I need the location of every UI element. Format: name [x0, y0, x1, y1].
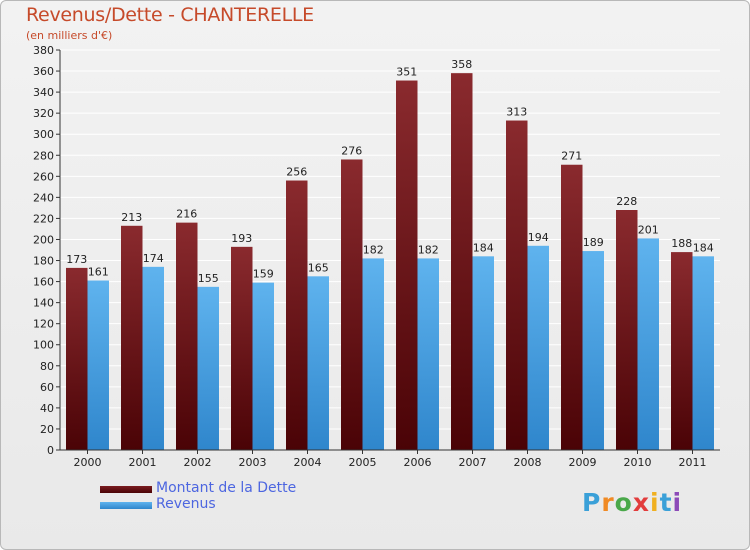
debt-bar [286, 180, 308, 451]
revenue-value-label: 201 [638, 223, 659, 236]
y-tick-label: 320 [33, 107, 54, 120]
revenue-value-label: 165 [308, 261, 329, 274]
revenue-bar [527, 245, 549, 450]
debt-bar [561, 164, 583, 450]
chart-title: Revenus/Dette - CHANTERELLE [26, 4, 314, 26]
revenue-bar [197, 286, 219, 450]
revenue-bar [252, 282, 274, 450]
logo-letter: i [650, 488, 660, 517]
y-tick-label: 80 [40, 360, 54, 373]
revenue-value-label: 161 [88, 266, 109, 279]
debt-value-label: 213 [121, 211, 142, 224]
debt-bar [176, 222, 198, 450]
revenue-bar [637, 238, 659, 450]
x-tick-label: 2006 [404, 456, 432, 469]
x-tick-label: 2008 [514, 456, 542, 469]
x-tick-label: 2000 [74, 456, 102, 469]
debt-value-label: 216 [176, 208, 197, 221]
revenue-value-label: 189 [583, 236, 604, 249]
y-tick-label: 120 [33, 318, 54, 331]
debt-bar [341, 159, 363, 450]
logo-letter: i [672, 488, 683, 517]
logo-letter: o [614, 488, 633, 517]
debt-value-label: 271 [561, 150, 582, 163]
y-tick-label: 60 [40, 381, 54, 394]
revenue-bar [307, 276, 329, 450]
legend-label-debt: Montant de la Dette [156, 480, 297, 496]
y-tick-label: 280 [33, 149, 54, 162]
x-tick-label: 2001 [129, 456, 157, 469]
logo-letter: t [659, 488, 673, 517]
legend-swatch-revenue [100, 502, 152, 509]
chart-subtitle: (en milliers d'€) [26, 29, 113, 42]
debt-bar [396, 80, 418, 451]
x-tick-label: 2010 [624, 456, 652, 469]
x-tick-label: 2007 [459, 456, 487, 469]
y-tick-label: 140 [33, 297, 54, 310]
y-tick-label: 40 [40, 402, 54, 415]
revenue-value-label: 182 [363, 243, 384, 256]
y-tick-label: 380 [33, 44, 54, 57]
revenue-value-label: 155 [198, 272, 219, 285]
y-tick-label: 360 [33, 65, 54, 78]
debt-bar [66, 267, 88, 450]
proxiti-logo: Proxiti [582, 488, 682, 517]
y-tick-label: 0 [47, 444, 54, 457]
revenue-bar [582, 251, 604, 450]
legend-swatch-debt [100, 486, 152, 493]
y-tick-label: 180 [33, 255, 54, 268]
y-tick-label: 100 [33, 339, 54, 352]
revenue-bar [142, 266, 164, 450]
revenue-bar [417, 258, 439, 450]
x-tick-label: 2002 [184, 456, 212, 469]
debt-value-label: 228 [616, 195, 637, 208]
revenue-value-label: 184 [473, 241, 494, 254]
debt-bar [506, 120, 528, 451]
revenue-bar [87, 280, 109, 450]
debt-bar [616, 210, 638, 450]
revenue-value-label: 182 [418, 243, 439, 256]
y-tick-label: 220 [33, 212, 54, 225]
x-tick-label: 2011 [679, 456, 707, 469]
logo-letter: r [601, 488, 615, 517]
y-tick-label: 300 [33, 128, 54, 141]
debt-value-label: 256 [286, 166, 307, 179]
debt-value-label: 351 [396, 66, 417, 79]
debt-value-label: 193 [231, 232, 252, 245]
debt-bar [121, 225, 143, 450]
legend-label-revenue: Revenus [156, 496, 216, 512]
revenue-bar [692, 256, 714, 450]
x-tick-label: 2009 [569, 456, 597, 469]
y-tick-label: 260 [33, 170, 54, 183]
x-tick-label: 2003 [239, 456, 267, 469]
revenue-bar [472, 256, 494, 450]
x-tick-label: 2004 [294, 456, 322, 469]
revenue-value-label: 174 [143, 252, 164, 265]
y-tick-label: 340 [33, 86, 54, 99]
debt-value-label: 276 [341, 144, 362, 157]
y-tick-label: 20 [40, 423, 54, 436]
debt-bar [671, 252, 693, 450]
revenue-value-label: 184 [693, 241, 714, 254]
debt-value-label: 313 [506, 106, 527, 119]
logo-letter: x [632, 488, 650, 517]
revenue-bar [362, 258, 384, 450]
x-tick-label: 2005 [349, 456, 377, 469]
y-tick-label: 240 [33, 191, 54, 204]
revenue-value-label: 159 [253, 268, 274, 281]
debt-bar [231, 246, 253, 450]
logo-letter: P [582, 488, 602, 517]
revenue-value-label: 194 [528, 231, 549, 244]
y-tick-label: 160 [33, 276, 54, 289]
debt-value-label: 188 [671, 237, 692, 250]
debt-bar [451, 73, 473, 450]
debt-value-label: 358 [451, 58, 472, 71]
debt-value-label: 173 [66, 253, 87, 266]
y-tick-label: 200 [33, 233, 54, 246]
